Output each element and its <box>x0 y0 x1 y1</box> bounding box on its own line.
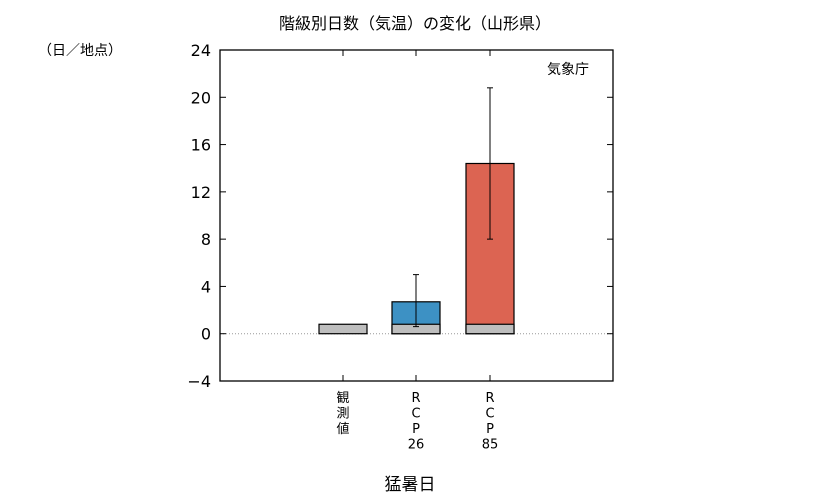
bar-base-RCP85 <box>465 323 515 335</box>
y-tick-label-20: 20 <box>191 88 211 107</box>
category-label-RCP26-1: C <box>411 407 420 422</box>
y-axis-label: （日／地点） <box>38 43 122 59</box>
y-tick-label--4: −4 <box>187 372 211 391</box>
y-tick-label-24: 24 <box>191 41 211 60</box>
x-axis-label: 猛暑日 <box>385 475 436 495</box>
category-label-RCP26-2: P <box>412 422 420 437</box>
bar-base-観測値 <box>318 323 368 335</box>
category-label-RCP85-1: C <box>485 407 494 422</box>
category-label-RCP26-0: R <box>411 391 420 406</box>
category-label-観測値-1: 測 <box>336 407 349 422</box>
category-label-観測値-0: 観 <box>336 391 349 406</box>
source-note: 気象庁 <box>547 62 589 78</box>
category-label-RCP85-3: 85 <box>482 438 499 453</box>
chart-title: 階級別日数（気温）の変化（山形県） <box>279 14 551 33</box>
category-label-RCP26-3: 26 <box>408 438 425 453</box>
y-tick-label-0: 0 <box>201 325 211 344</box>
category-label-RCP85-0: R <box>485 391 494 406</box>
y-tick-label-4: 4 <box>201 277 211 296</box>
y-tick-label-16: 16 <box>191 136 211 155</box>
y-tick-label-12: 12 <box>191 183 211 202</box>
category-label-RCP85-2: P <box>486 422 494 437</box>
y-tick-label-8: 8 <box>201 230 211 249</box>
category-label-観測値-2: 値 <box>336 421 349 437</box>
